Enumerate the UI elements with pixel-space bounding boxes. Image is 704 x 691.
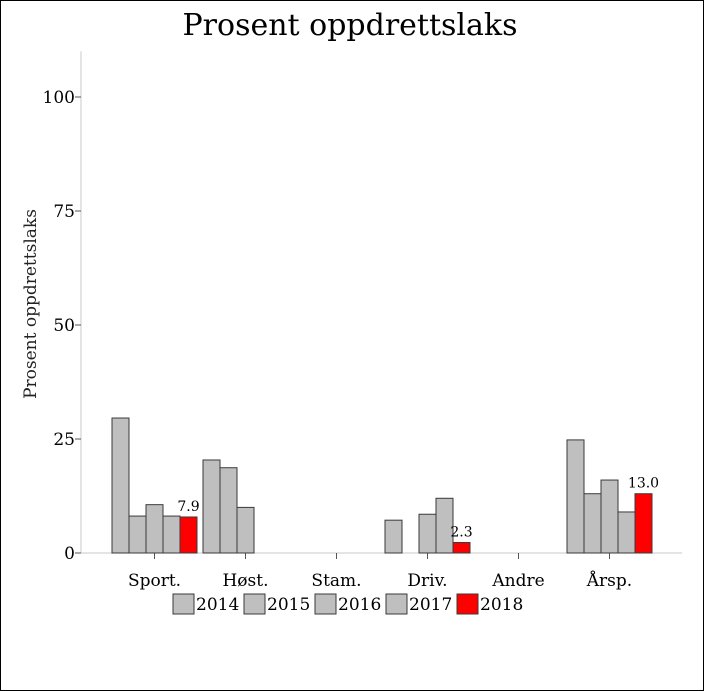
bar-data-label: 7.9 [177, 499, 199, 515]
bar [162, 515, 181, 554]
bar [418, 513, 437, 554]
bar [583, 493, 602, 554]
y-tick-label: 25 [53, 430, 75, 450]
legend-swatch [385, 593, 408, 615]
bar [634, 493, 653, 554]
legend-swatch [456, 593, 479, 615]
x-tick-label: Årsp. [586, 570, 632, 591]
x-tick-label: Høst. [222, 571, 268, 591]
bar [202, 459, 221, 554]
bar [617, 511, 636, 554]
bar [435, 497, 454, 554]
axes: 0 25 50 75 100 Sport. Høst. Stam. Driv. Andre Årsp… [43, 51, 682, 591]
bar [145, 504, 164, 554]
x-tick-label: Stam. [311, 571, 361, 591]
bar [128, 515, 147, 554]
y-axis-title: Prosent oppdrettslaks [21, 209, 41, 399]
legend: 2014 2015 2016 2017 2018 [172, 593, 523, 615]
chart-title: Prosent oppdrettslaks [183, 8, 518, 43]
legend-swatch [314, 593, 337, 615]
bar [219, 467, 238, 554]
legend-label: 2018 [480, 595, 523, 615]
x-tick-label: Andre [491, 571, 544, 591]
bar-data-label: 2.3 [450, 525, 472, 541]
bar [236, 506, 255, 554]
bar [111, 417, 130, 554]
legend-swatch [243, 593, 266, 615]
bar-data-label: 13.0 [628, 476, 659, 492]
legend-label: 2015 [267, 595, 310, 615]
y-tick-label: 0 [64, 544, 75, 564]
legend-label: 2017 [409, 595, 452, 615]
x-tick-label: Sport. [128, 571, 181, 591]
y-tick-label: 100 [43, 88, 75, 108]
bar [179, 516, 198, 554]
bar [384, 519, 403, 554]
legend-label: 2016 [338, 595, 381, 615]
legend-swatch [172, 593, 195, 615]
bar [600, 479, 619, 554]
bars [111, 417, 653, 554]
y-tick-label: 50 [53, 316, 75, 336]
y-tick-label: 75 [53, 202, 75, 222]
bar [452, 542, 471, 554]
x-tick-label: Driv. [407, 571, 447, 591]
legend-label: 2014 [196, 595, 239, 615]
data-labels: 7.9 2.3 13.0 [177, 476, 659, 541]
bar [566, 439, 585, 554]
